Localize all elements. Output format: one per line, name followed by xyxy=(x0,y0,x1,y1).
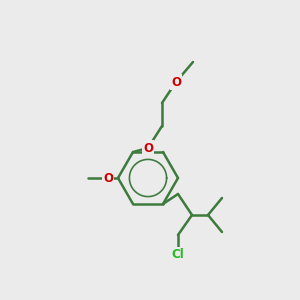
Text: O: O xyxy=(171,76,181,88)
Text: Cl: Cl xyxy=(172,248,184,262)
Text: O: O xyxy=(143,142,153,154)
Text: O: O xyxy=(103,172,113,184)
